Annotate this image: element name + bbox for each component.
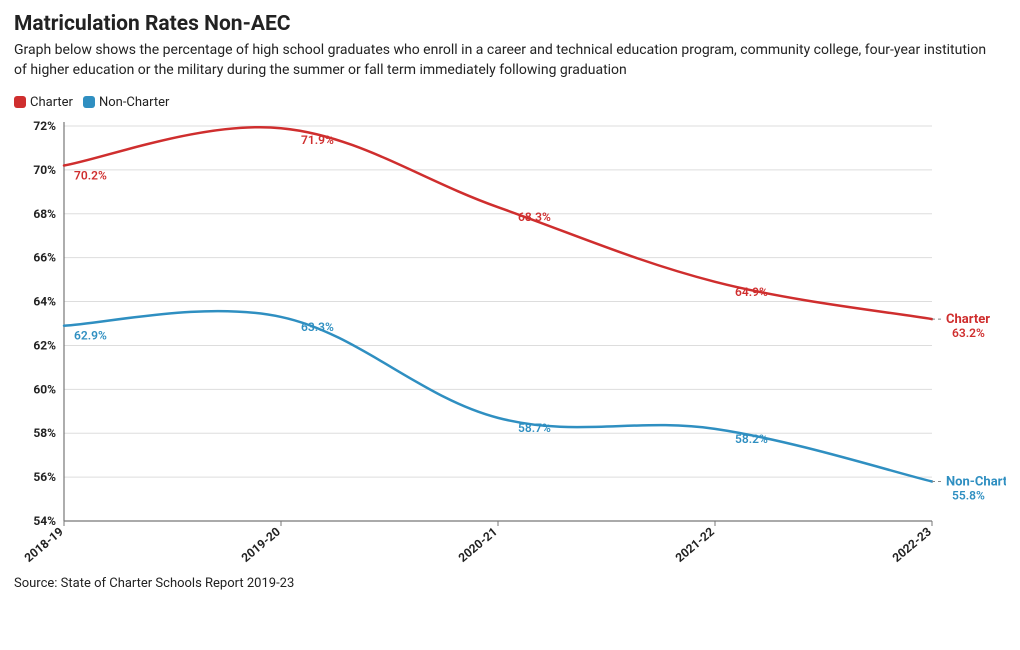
svg-text:54%: 54% <box>33 514 56 528</box>
legend-swatch-charter <box>14 96 26 108</box>
svg-text:2021-22: 2021-22 <box>673 524 717 563</box>
svg-text:2018-19: 2018-19 <box>22 524 66 563</box>
legend-item-charter: Charter <box>14 95 73 110</box>
svg-text:2022-23: 2022-23 <box>890 524 934 563</box>
legend: Charter Non-Charter <box>14 95 1006 110</box>
svg-text:71.9%: 71.9% <box>301 133 334 147</box>
legend-swatch-noncharter <box>83 96 95 108</box>
svg-text:68.3%: 68.3% <box>518 210 551 224</box>
svg-text:Charter: Charter <box>946 312 990 327</box>
svg-text:62.9%: 62.9% <box>74 328 107 342</box>
svg-text:63.3%: 63.3% <box>301 320 334 334</box>
svg-text:63.2%: 63.2% <box>952 326 985 340</box>
svg-text:58.7%: 58.7% <box>518 420 551 434</box>
page-title: Matriculation Rates Non-AEC <box>14 12 1006 36</box>
legend-label-charter: Charter <box>30 95 73 110</box>
svg-text:56%: 56% <box>33 470 56 484</box>
svg-text:64%: 64% <box>33 294 56 308</box>
svg-text:62%: 62% <box>33 338 56 352</box>
svg-text:70%: 70% <box>33 162 56 176</box>
svg-text:Non-Charter: Non-Charter <box>946 474 1006 489</box>
source-text: Source: State of Charter Schools Report … <box>14 576 1006 591</box>
svg-text:64.9%: 64.9% <box>735 284 768 298</box>
chart-subtitle: Graph below shows the percentage of high… <box>14 40 994 81</box>
svg-text:68%: 68% <box>33 206 56 220</box>
svg-text:58%: 58% <box>33 426 56 440</box>
svg-text:2020-21: 2020-21 <box>456 524 500 563</box>
svg-text:66%: 66% <box>33 250 56 264</box>
svg-text:2019-20: 2019-20 <box>239 524 283 563</box>
svg-text:58.2%: 58.2% <box>735 431 768 445</box>
svg-text:72%: 72% <box>33 119 56 133</box>
svg-text:60%: 60% <box>33 382 56 396</box>
chart-area: 54% 56% 58% 60% 62% 64% 66% 68% 70% 72% 2018-19 201… <box>14 116 1006 568</box>
svg-text:55.8%: 55.8% <box>952 488 985 502</box>
line-chart: 54% 56% 58% 60% 62% 64% 66% 68% 70% 72% 2018-19 201… <box>14 116 1006 564</box>
legend-item-noncharter: Non-Charter <box>83 95 169 110</box>
legend-label-noncharter: Non-Charter <box>99 95 169 110</box>
svg-text:70.2%: 70.2% <box>74 168 107 182</box>
